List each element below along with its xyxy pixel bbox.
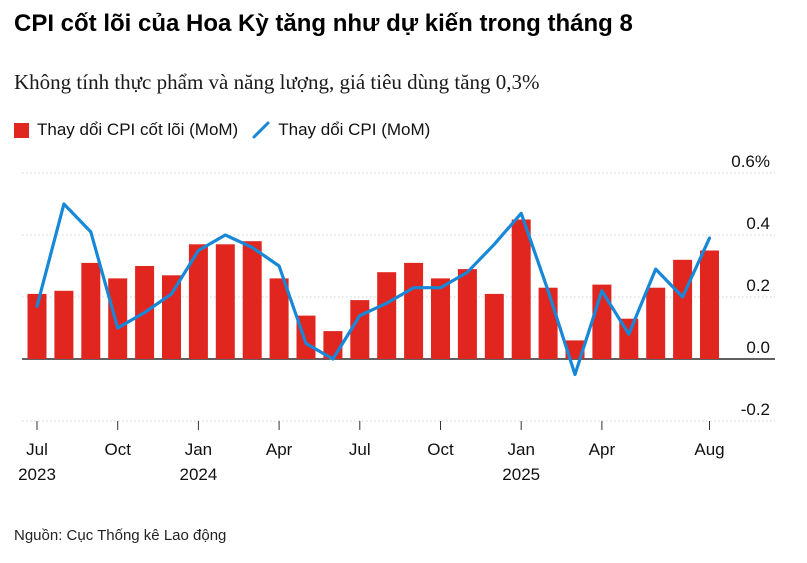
x-year-label-2: 2024 — [179, 465, 217, 484]
y-tick-label-0: 0.6% — [731, 152, 770, 171]
bar-14 — [404, 262, 424, 359]
bar-8 — [242, 241, 262, 359]
bar-9 — [269, 278, 289, 359]
bar-20 — [565, 340, 585, 359]
cpi-line — [35, 202, 712, 377]
bar-12 — [350, 300, 370, 359]
x-tick-label-1: Oct — [104, 440, 131, 459]
bar-19 — [538, 287, 558, 359]
chart-title: CPI cốt lõi của Hoa Kỳ tăng như dự kiến … — [14, 10, 633, 37]
x-tick-label-6: Jan — [507, 440, 534, 459]
bar-2 — [81, 262, 101, 359]
legend-item-core-cpi: Thay dổi CPI cốt lõi (MoM) — [14, 120, 238, 140]
bar-16 — [457, 269, 477, 359]
legend: Thay dổi CPI cốt lõi (MoM) Thay dổi CPI … — [14, 119, 444, 141]
x-tick-label-8: Aug — [694, 440, 724, 459]
y-tick-label-1: 0.4 — [746, 214, 770, 233]
x-year-label-0: 2023 — [18, 465, 56, 484]
legend-item-cpi: Thay dổi CPI (MoM) — [252, 120, 430, 140]
line-swatch-icon — [252, 121, 270, 139]
bar-23 — [646, 287, 666, 359]
x-tick-label-2: Jan — [185, 440, 212, 459]
bar-7 — [215, 244, 235, 359]
bar-swatch-icon — [14, 122, 29, 138]
bar-1 — [54, 290, 74, 359]
bar-25 — [700, 250, 719, 359]
bar-3 — [108, 278, 128, 359]
y-tick-label-3: 0.0 — [746, 338, 770, 357]
bar-13 — [377, 272, 397, 359]
x-tick-label-0: Jul — [26, 440, 48, 459]
bar-0 — [27, 293, 47, 359]
legend-label-cpi: Thay dổi CPI (MoM) — [278, 120, 431, 139]
x-tick-label-3: Apr — [266, 440, 293, 459]
y-tick-label-4: -0.2 — [741, 400, 770, 419]
x-tick-label-5: Oct — [427, 440, 454, 459]
chart-plot: 0.6% 0.4 0.2 0.0 -0.2 Jul 2023 Oct Jan 2024 Apr Jul… — [18, 152, 775, 484]
x-tick-label-7: Apr — [589, 440, 616, 459]
bar-15 — [431, 278, 450, 359]
bar-6 — [188, 244, 208, 359]
chart-subtitle: Không tính thực phẩm và năng lượng, giá … — [14, 70, 540, 94]
legend-label-core-cpi: Thay dổi CPI cốt lõi (MoM) — [37, 120, 239, 139]
y-tick-label-2: 0.2 — [746, 276, 770, 295]
x-tick-label-4: Jul — [349, 440, 371, 459]
bar-17 — [484, 293, 504, 359]
bar-5 — [162, 275, 181, 359]
bar-18 — [511, 219, 531, 359]
x-year-label-6: 2025 — [502, 465, 540, 484]
source-note: Nguồn: Cục Thống kê Lao động — [14, 527, 227, 544]
bar-24 — [673, 259, 693, 359]
